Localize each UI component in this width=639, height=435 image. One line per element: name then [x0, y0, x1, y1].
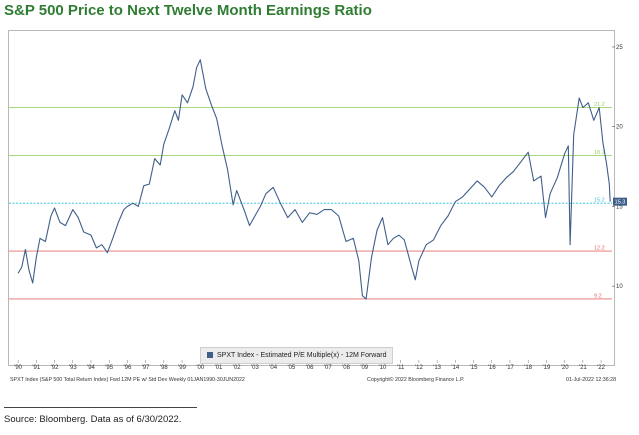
x-tick-label-2: '92 [51, 365, 59, 371]
x-tick-label-24: '14 [451, 365, 459, 371]
legend: SPXT Index - Estimated P/E Multiple(x) -… [200, 347, 394, 364]
x-tick-label-23: '13 [433, 365, 441, 371]
source-note: Source: Bloomberg. Data as of 6/30/2022. [4, 414, 182, 425]
x-tick-label-5: '95 [105, 365, 113, 371]
x-tick-label-4: '94 [87, 365, 95, 371]
x-tick-label-29: '19 [543, 365, 551, 371]
x-tick-label-13: '03 [251, 365, 259, 371]
last-value-badge [613, 197, 627, 206]
x-tick-label-30: '20 [561, 365, 569, 371]
x-tick-label-27: '17 [506, 365, 514, 371]
footer-center: Copyright© 2022 Bloomberg Finance L.P. [367, 377, 465, 383]
x-tick-label-12: '02 [233, 365, 241, 371]
x-tick-label-17: '07 [324, 365, 332, 371]
x-tick-label-22: '12 [415, 365, 423, 371]
x-tick-label-20: '10 [379, 365, 387, 371]
y-tick-label-1: 15 [616, 204, 623, 210]
x-tick-label-3: '93 [69, 365, 77, 371]
reference-label-2: 15.2 [594, 198, 605, 204]
legend-swatch [207, 352, 213, 359]
y-tick-label-2: 20 [616, 125, 623, 131]
x-tick-label-21: '11 [397, 365, 405, 371]
x-tick-label-8: '98 [160, 365, 168, 371]
x-tick-label-31: '21 [579, 365, 587, 371]
legend-label: SPXT Index - Estimated P/E Multiple(x) -… [217, 352, 387, 359]
x-tick-label-14: '04 [269, 365, 277, 371]
x-tick-label-11: '01 [215, 365, 223, 371]
chart-title: S&P 500 Price to Next Twelve Month Earni… [4, 2, 372, 19]
x-tick-label-18: '08 [342, 365, 350, 371]
reference-label-1: 18.2 [594, 150, 605, 156]
x-tick-label-9: '99 [178, 365, 186, 371]
x-tick-label-7: '97 [142, 365, 150, 371]
x-tick-label-28: '18 [524, 365, 532, 371]
y-tick-label-3: 25 [616, 45, 623, 51]
x-tick-label-10: '00 [196, 365, 204, 371]
footer-left: SPXT Index (S&P 500 Total Return Index) … [10, 377, 245, 383]
reference-label-4: 9.2 [594, 293, 602, 299]
x-tick-label-6: '96 [123, 365, 131, 371]
x-tick-label-1: '91 [32, 365, 40, 371]
x-tick-label-16: '06 [306, 365, 314, 371]
x-tick-label-15: '05 [287, 365, 295, 371]
series-line-0 [17, 59, 611, 300]
reference-label-3: 12.2 [594, 246, 605, 252]
last-value-label: 15.3 [615, 200, 626, 206]
pe-chart: 21.2 18.2 15.2 12.2 9.2 10 15 20 25 '90 '91 '92 '93 '… [9, 45, 627, 371]
x-tick-label-26: '16 [488, 365, 496, 371]
footer-right: 01-Jul-2022 12:36:28 [566, 377, 617, 383]
x-tick-label-32: '22 [597, 365, 605, 371]
reference-label-0: 21.2 [594, 102, 605, 108]
x-tick-label-25: '15 [470, 365, 478, 371]
x-tick-label-19: '09 [360, 365, 368, 371]
y-tick-label-0: 10 [616, 284, 623, 290]
x-tick-label-0: '90 [14, 365, 22, 371]
source-rule [4, 407, 197, 408]
